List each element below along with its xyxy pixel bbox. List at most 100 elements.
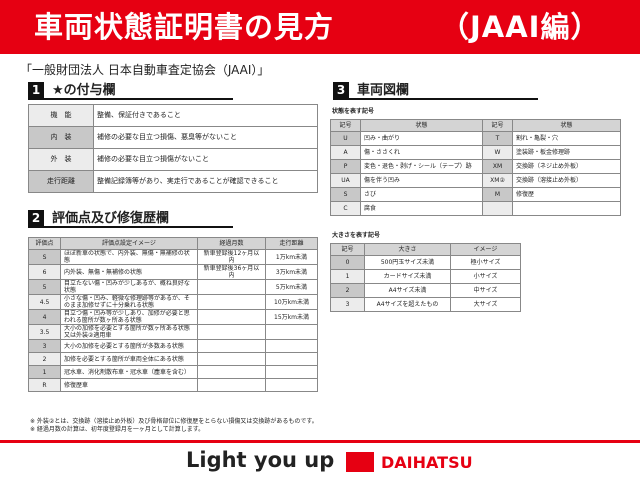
table-cell xyxy=(197,365,266,379)
table-cell: カードサイズ未満 xyxy=(364,269,451,284)
table-row: 3 A4サイズを超えたもの 大サイズ xyxy=(330,297,521,312)
column-header: 評価点 xyxy=(28,237,61,250)
note: ※ 外装②とは、交換跡（溶接止め外板）及び骨格部位に修復歴をとらない損傷又は交換… xyxy=(30,418,318,425)
table-row: 2 加修を必要とする箇所が車両全体にある状態 xyxy=(28,352,318,366)
table-cell: 極小サイズ xyxy=(450,255,521,270)
table-cell: UA xyxy=(330,173,361,188)
table-row: A 傷・ささくれ W 塗装跡・板金修理跡 xyxy=(330,145,621,160)
table-cell xyxy=(265,324,318,340)
table-row: 6 内外装、無傷・無補修の状態 新車登録後36ヶ月以内 3万km未満 xyxy=(28,264,318,280)
table-cell: 補修の必要な目立つ損傷、悪臭等がないこと xyxy=(93,126,318,149)
table-row: 4 目立つ傷・凹み等が少しあり、加修が必要と思われる箇所が数ヶ所ある状態 15万km… xyxy=(28,309,318,325)
section-title: 車両図欄 xyxy=(357,83,410,98)
table-row: 機 能整備、保証付きであること xyxy=(28,104,318,127)
table-row: 5 目立たない傷・凹みが少しあるが、概ね良好な状態 5万km未満 xyxy=(28,279,318,295)
table-cell: S xyxy=(330,187,361,202)
table-cell: 5 xyxy=(28,279,61,295)
table-cell xyxy=(265,339,318,353)
table-cell: A xyxy=(330,145,361,160)
table-cell: 走行距離 xyxy=(28,170,94,193)
table-cell: 新車登録後12ヶ月以内 xyxy=(197,249,266,265)
table-cell: 修復歴 xyxy=(512,187,621,202)
table-cell xyxy=(197,279,266,295)
table-cell: 補修の必要な目立つ損傷がないこと xyxy=(93,148,318,171)
slogan-logo: Light you up xyxy=(186,448,335,472)
size-caption: 大きさを表す記号 xyxy=(332,232,381,239)
table-row: 3.5 大小の加修を必要とする箇所が数ヶ所ある状態又は外装②適用車 xyxy=(28,324,318,340)
table-row: UA 傷を伴う凹み XM② 交換跡（溶接止め外板） xyxy=(330,173,621,188)
daihatsu-emblem-icon xyxy=(346,452,374,472)
table-cell: U xyxy=(330,131,361,146)
size-symbol-table: 記号 大きさ イメージ 0 500円玉サイズ未満 極小サイズ 1 カードサイズ未満 小サイズ 2 A… xyxy=(330,243,521,312)
star-table: 機 能整備、保証付きであること内 装補修の必要な目立つ損傷、悪臭等がないこと外 … xyxy=(28,104,318,193)
section-title: ★の付与欄 xyxy=(52,83,116,98)
table-row: R 修復歴車 xyxy=(28,378,318,392)
table-row: 0 500円玉サイズ未満 極小サイズ xyxy=(330,255,521,270)
table-cell: 加修を必要とする箇所が車両全体にある状態 xyxy=(60,352,198,366)
column-header: 経過月数 xyxy=(197,237,266,250)
table-cell xyxy=(197,352,266,366)
page-title-right: （JAAI編） xyxy=(440,10,601,44)
table-cell xyxy=(265,365,318,379)
table-cell: A4サイズ未満 xyxy=(364,283,451,298)
table-cell: 1 xyxy=(28,365,61,379)
table-cell: ほぼ新車の状態で、内外装、無傷・無補修の状態 xyxy=(60,249,198,265)
table-cell: 修復歴車 xyxy=(60,378,198,392)
table-row: 3 大小の加修を必要とする箇所が多数ある状態 xyxy=(28,339,318,353)
table-cell xyxy=(197,378,266,392)
table-cell: 冠水車、消化剤散布車・冠水車（塵車を含む） xyxy=(60,365,198,379)
table-row: 内 装補修の必要な目立つ損傷、悪臭等がないこと xyxy=(28,126,318,149)
table-cell xyxy=(482,201,513,216)
score-table: 評価点 評価点設定イメージ 経過月数 走行距離 S ほぼ新車の状態で、内外装、無傷・無補修… xyxy=(28,237,318,392)
note: ※ 経過月数の計算は、初年度登録月を一ヶ月として計算します。 xyxy=(30,426,205,433)
condition-caption: 状態を表す記号 xyxy=(332,108,375,115)
table-cell xyxy=(197,294,266,310)
table-cell: 腐食 xyxy=(360,201,483,216)
table-cell: 目立つ傷・凹み等が少しあり、加修が必要と思われる箇所が数ヶ所ある状態 xyxy=(60,309,198,325)
section1-heading: 1 ★の付与欄 xyxy=(28,82,233,100)
table-cell: 内 装 xyxy=(28,126,94,149)
table-row: 1 カードサイズ未満 小サイズ xyxy=(330,269,521,284)
table-cell: 大小の加修を必要とする箇所が数ヶ所ある状態又は外装②適用車 xyxy=(60,324,198,340)
notes: ※ 外装②とは、交換跡（溶接止め外板）及び骨格部位に修復歴をとらない損傷又は交換… xyxy=(30,418,318,434)
column-header: 記号 xyxy=(482,119,513,132)
table-cell xyxy=(197,324,266,340)
table-cell: C xyxy=(330,201,361,216)
table-cell: W xyxy=(482,145,513,160)
column-header: 状態 xyxy=(512,119,621,132)
table-cell: 3.5 xyxy=(28,324,61,340)
header-row: 評価点 評価点設定イメージ 経過月数 走行距離 xyxy=(28,237,318,250)
table-cell: XM xyxy=(482,159,513,174)
table-cell xyxy=(265,378,318,392)
brand-logo: DAIHATSU xyxy=(381,453,473,472)
table-cell: R xyxy=(28,378,61,392)
table-cell: 6 xyxy=(28,264,61,280)
table-cell: さび xyxy=(360,187,483,202)
table-cell: 外 装 xyxy=(28,148,94,171)
column-header: 記号 xyxy=(330,119,361,132)
column-header: イメージ xyxy=(450,243,521,256)
table-cell: M xyxy=(482,187,513,202)
table-cell xyxy=(197,339,266,353)
table-cell: 整備、保証付きであること xyxy=(93,104,318,127)
section-number: 1 xyxy=(28,82,44,98)
table-cell: 1万km未満 xyxy=(265,249,318,265)
column-header: 走行距離 xyxy=(265,237,318,250)
table-cell: 整備記録簿等があり、実走行であることが確認できること xyxy=(93,170,318,193)
section3-heading: 3 車両図欄 xyxy=(333,82,538,100)
table-cell: 交換跡（ネジ止め外板） xyxy=(512,159,621,174)
table-cell xyxy=(197,309,266,325)
table-row: 走行距離 整備記録簿等があり、実走行であることが確認できること xyxy=(28,170,318,193)
table-cell: 大小の加修を必要とする箇所が多数ある状態 xyxy=(60,339,198,353)
table-cell: 500円玉サイズ未満 xyxy=(364,255,451,270)
table-cell: 傷を伴う凹み xyxy=(360,173,483,188)
section2-heading: 2 評価点及び修復歴欄 xyxy=(28,210,233,228)
table-cell: 5万km未満 xyxy=(265,279,318,295)
table-cell: 0 xyxy=(330,255,365,270)
condition-symbol-table: 記号 状態 記号 状態 U 凹み・曲がり T 割れ・亀裂・穴 A 傷・ささくれ W 塗装跡・板金修理跡… xyxy=(330,119,621,216)
header-row: 記号 大きさ イメージ xyxy=(330,243,521,256)
subtitle: 「一般財団法人 日本自動車査定協会（JAAI）」 xyxy=(20,63,270,77)
table-row: S さび M 修復歴 xyxy=(330,187,621,202)
column-header: 状態 xyxy=(360,119,483,132)
table-row: S ほぼ新車の状態で、内外装、無傷・無補修の状態 新車登録後12ヶ月以内 1万km未満 xyxy=(28,249,318,265)
